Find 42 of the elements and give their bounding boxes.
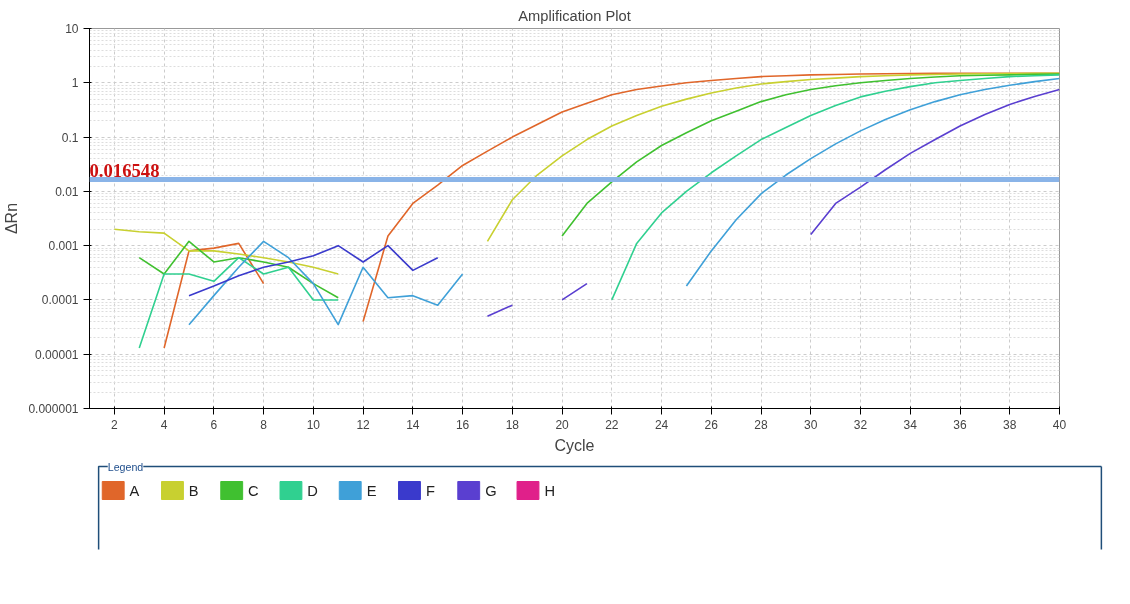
legend-label: H [544, 482, 555, 499]
chart-title: Amplification Plot [518, 7, 631, 24]
x-tick-label: 34 [903, 417, 918, 432]
x-tick-label: 24 [654, 417, 669, 432]
x-tick-label: 16 [455, 417, 470, 432]
x-tick-label: 26 [704, 417, 719, 432]
x-tick-label: 8 [260, 417, 268, 432]
legend-label: A [129, 482, 140, 499]
x-tick-label: 38 [1003, 417, 1017, 432]
line-series [188, 244, 439, 297]
x-tick-label: 18 [505, 417, 520, 432]
legend-label: G [485, 482, 497, 499]
x-tick-label: 36 [953, 417, 968, 432]
x-tick-label: 10 [306, 417, 321, 432]
x-axis-title: Cycle [554, 436, 595, 454]
ref-line-label: 0.016548 [89, 160, 160, 182]
x-tick-label: 28 [754, 417, 769, 432]
y-tick-label: 0.1 [61, 130, 79, 145]
x-tick-label: 40 [1052, 417, 1067, 432]
x-tick-label: 4 [160, 417, 168, 432]
x-tick-label: 14 [406, 417, 420, 432]
x-tick-label: 22 [605, 417, 619, 432]
x-tick-label: 2 [111, 417, 119, 432]
x-tick-label: 30 [804, 417, 818, 432]
y-axis-title: ΔRn [3, 202, 21, 235]
y-tick-label: 0.001 [48, 239, 79, 254]
legend-label: D [307, 482, 318, 499]
x-tick-label: 12 [356, 417, 371, 432]
x-tick-label: 20 [555, 417, 570, 432]
x-tick-label: 6 [210, 417, 218, 432]
legend-label: C [248, 482, 260, 499]
legend-title: Legend [107, 460, 144, 473]
y-tick-label: 1 [71, 76, 79, 91]
legend-label: F [425, 482, 435, 499]
y-tick-label: 10 [65, 22, 79, 36]
y-tick-label: 0.01 [55, 184, 79, 199]
legend-label: B [188, 482, 199, 499]
y-tick-label: 0.0001 [41, 293, 79, 308]
legend-label: E [366, 482, 377, 499]
x-tick-label: 32 [853, 417, 868, 432]
y-tick-label: 0.000001 [28, 402, 79, 416]
y-tick-label: 0.00001 [35, 347, 79, 362]
